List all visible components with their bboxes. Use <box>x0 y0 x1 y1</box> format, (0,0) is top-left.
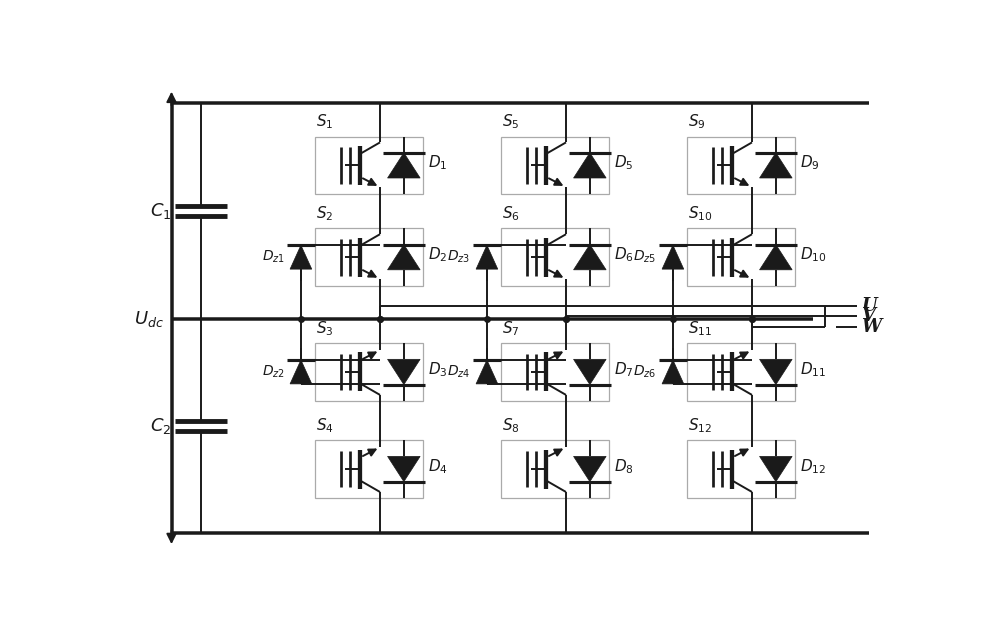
Text: $D_{5}$: $D_{5}$ <box>614 153 634 173</box>
FancyBboxPatch shape <box>687 343 795 401</box>
Polygon shape <box>476 245 498 269</box>
FancyBboxPatch shape <box>315 137 423 194</box>
Polygon shape <box>290 245 312 269</box>
FancyBboxPatch shape <box>315 343 423 401</box>
Text: $D_{6}$: $D_{6}$ <box>614 245 634 264</box>
Text: $S_{9}$: $S_{9}$ <box>688 112 706 131</box>
Polygon shape <box>574 360 606 384</box>
Polygon shape <box>388 456 420 482</box>
Text: $S_{12}$: $S_{12}$ <box>688 416 713 435</box>
Text: $S_{5}$: $S_{5}$ <box>502 112 520 131</box>
Text: $S_{3}$: $S_{3}$ <box>316 319 334 338</box>
Text: $S_{2}$: $S_{2}$ <box>316 204 334 223</box>
Polygon shape <box>388 360 420 384</box>
FancyBboxPatch shape <box>687 440 795 497</box>
Text: $D_{3}$: $D_{3}$ <box>428 360 448 379</box>
Polygon shape <box>760 153 792 178</box>
Text: $D_{7}$: $D_{7}$ <box>614 360 634 379</box>
Text: $S_{4}$: $S_{4}$ <box>316 416 334 435</box>
Polygon shape <box>760 456 792 482</box>
Text: $D_{8}$: $D_{8}$ <box>614 457 634 476</box>
Polygon shape <box>574 153 606 178</box>
Text: $C_2$: $C_2$ <box>150 416 172 436</box>
Text: $C_1$: $C_1$ <box>150 201 172 221</box>
Text: $S_{10}$: $S_{10}$ <box>688 204 713 223</box>
FancyBboxPatch shape <box>501 343 609 401</box>
Polygon shape <box>574 245 606 270</box>
FancyBboxPatch shape <box>501 229 609 286</box>
Text: $D_{12}$: $D_{12}$ <box>800 457 826 476</box>
Text: $D_{z2}$: $D_{z2}$ <box>262 364 285 380</box>
Text: $U_{dc}$: $U_{dc}$ <box>134 309 164 329</box>
Polygon shape <box>388 245 420 270</box>
Text: $S_{11}$: $S_{11}$ <box>688 319 713 338</box>
Polygon shape <box>662 360 684 384</box>
Text: $S_{1}$: $S_{1}$ <box>316 112 334 131</box>
Text: $D_{9}$: $D_{9}$ <box>800 153 820 173</box>
Text: $D_{1}$: $D_{1}$ <box>428 153 448 173</box>
FancyBboxPatch shape <box>687 137 795 194</box>
FancyBboxPatch shape <box>501 137 609 194</box>
Text: $D_{z6}$: $D_{z6}$ <box>633 364 657 380</box>
Text: $D_{z3}$: $D_{z3}$ <box>447 249 471 265</box>
Text: U: U <box>861 297 877 315</box>
Text: V: V <box>861 307 875 325</box>
Polygon shape <box>760 360 792 384</box>
Text: $S_{7}$: $S_{7}$ <box>502 319 520 338</box>
Text: $D_{4}$: $D_{4}$ <box>428 457 448 476</box>
Text: $D_{z1}$: $D_{z1}$ <box>262 249 285 265</box>
FancyBboxPatch shape <box>315 440 423 497</box>
Text: W: W <box>861 318 882 336</box>
FancyBboxPatch shape <box>687 229 795 286</box>
FancyBboxPatch shape <box>501 440 609 497</box>
Text: $S_{8}$: $S_{8}$ <box>502 416 520 435</box>
Text: $D_{z5}$: $D_{z5}$ <box>633 249 657 265</box>
Text: $D_{10}$: $D_{10}$ <box>800 245 827 264</box>
FancyBboxPatch shape <box>315 229 423 286</box>
Text: $D_{z4}$: $D_{z4}$ <box>447 364 471 380</box>
Polygon shape <box>290 360 312 384</box>
Text: $D_{11}$: $D_{11}$ <box>800 360 827 379</box>
Polygon shape <box>388 153 420 178</box>
Polygon shape <box>476 360 498 384</box>
Polygon shape <box>662 245 684 269</box>
Polygon shape <box>574 456 606 482</box>
Text: $D_{2}$: $D_{2}$ <box>428 245 448 264</box>
Text: $S_{6}$: $S_{6}$ <box>502 204 520 223</box>
Polygon shape <box>760 245 792 270</box>
